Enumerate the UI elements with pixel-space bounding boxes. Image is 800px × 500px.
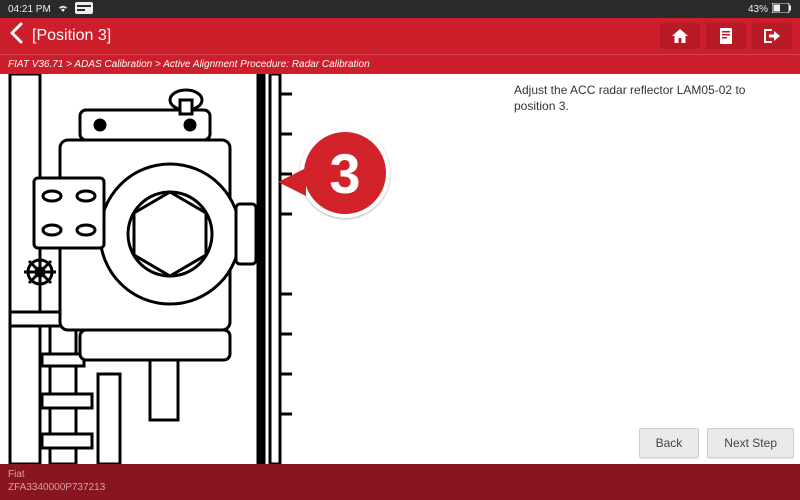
next-step-button[interactable]: Next Step <box>707 428 794 458</box>
wifi-icon <box>57 3 69 16</box>
breadcrumb-text: FIAT V36.71 > ADAS Calibration > Active … <box>8 59 370 70</box>
instruction-text: Adjust the ACC radar reflector LAM05-02 … <box>514 82 790 114</box>
exit-button[interactable] <box>752 23 792 49</box>
back-button[interactable]: Back <box>639 428 700 458</box>
card-icon <box>75 2 93 17</box>
instruction-panel: Adjust the ACC radar reflector LAM05-02 … <box>504 74 800 464</box>
diagram-panel: 3 <box>0 74 504 464</box>
status-bar: 04:21 PM 43% <box>0 0 800 18</box>
breadcrumb: FIAT V36.71 > ADAS Calibration > Active … <box>0 54 800 74</box>
page-title: [Position 3] <box>32 27 111 45</box>
battery-icon <box>772 3 792 16</box>
vehicle-make: Fiat <box>8 468 792 481</box>
battery-pct: 43% <box>748 4 768 15</box>
content-area: 3 Adjust the ACC radar reflector LAM05-0… <box>0 74 800 464</box>
vehicle-vin: ZFA3340000P737213 <box>8 481 792 494</box>
back-chevron-icon[interactable] <box>8 22 26 50</box>
position-balloon: 3 <box>300 128 390 218</box>
vehicle-info-strip: Fiat ZFA3340000P737213 <box>0 464 800 500</box>
report-button[interactable] <box>706 23 746 49</box>
mechanical-diagram <box>0 74 504 464</box>
title-bar: [Position 3] <box>0 18 800 54</box>
status-time: 04:21 PM <box>8 4 51 15</box>
home-button[interactable] <box>660 23 700 49</box>
balloon-number: 3 <box>329 141 360 206</box>
